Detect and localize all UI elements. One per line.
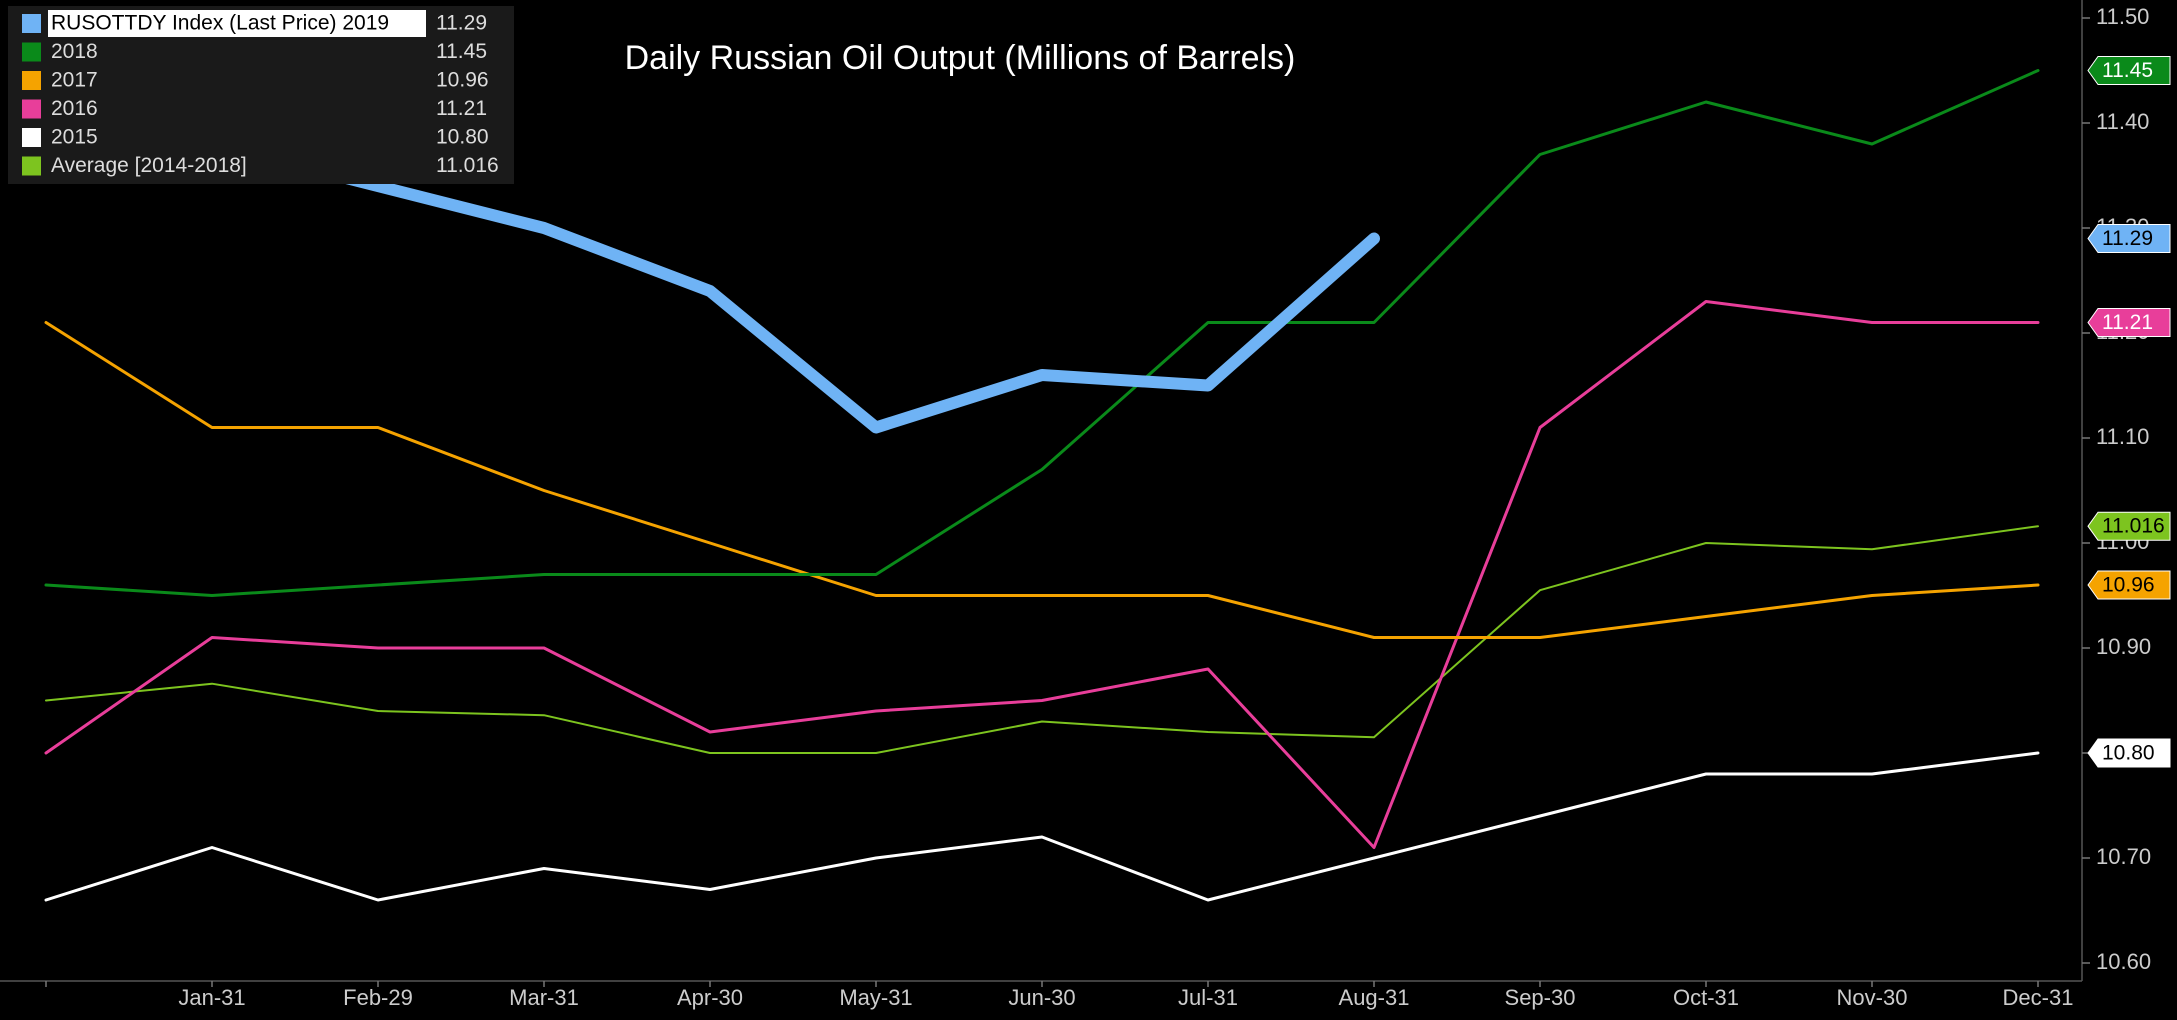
value-tag (2087, 570, 2171, 600)
value-tag (2087, 224, 2171, 253)
x-tick-label: Jun-30 (1008, 985, 1075, 1010)
value-tag (2087, 511, 2171, 541)
legend-value: 10.96 (436, 69, 489, 92)
series-line (44, 69, 2040, 597)
value-tag-label: 11.016 (2102, 515, 2165, 538)
legend-swatch (22, 156, 41, 176)
legend-label: 2015 (51, 126, 98, 149)
legend-swatch (22, 14, 41, 33)
y-tick-label: 11.50 (2096, 4, 2149, 29)
legend-swatch (22, 71, 41, 90)
legend-label: RUSOTTDY Index (Last Price) 2019 (51, 12, 389, 35)
value-tag-label: 10.96 (2102, 574, 2155, 597)
x-tick-label: Mar-31 (509, 985, 579, 1010)
legend-label: 2017 (51, 69, 98, 92)
value-tag (2087, 738, 2171, 768)
x-tick-label: Oct-31 (1673, 985, 1739, 1010)
x-tick-label: Dec-31 (2003, 985, 2074, 1010)
y-tick-label: 10.70 (2096, 844, 2151, 869)
y-tick-label: 10.90 (2096, 634, 2151, 659)
series-line (44, 321, 2040, 639)
series-line (44, 751, 2040, 902)
value-tag-label: 11.21 (2102, 311, 2153, 334)
legend-label: 2018 (51, 40, 98, 63)
x-tick-label: Jul-31 (1178, 985, 1238, 1010)
series-line (45, 525, 2039, 754)
legend-value: 11.29 (436, 12, 487, 35)
x-tick-label: Aug-31 (1339, 985, 1410, 1010)
legend-swatch (22, 99, 41, 119)
legend-label: Average [2014-2018] (51, 154, 247, 177)
x-tick-label: Nov-30 (1837, 985, 1908, 1010)
legend-value: 11.016 (436, 154, 499, 177)
value-tag (2087, 56, 2171, 85)
y-tick-label: 10.60 (2096, 949, 2151, 974)
y-tick-label: 11.10 (2096, 424, 2149, 449)
x-tick-label: Feb-29 (343, 985, 413, 1010)
legend-swatch (22, 128, 41, 147)
legend-swatch (22, 42, 41, 62)
legend-label: 2016 (51, 97, 98, 120)
x-tick-label: Apr-30 (677, 985, 743, 1010)
value-tag (2087, 308, 2171, 337)
chart-title: Daily Russian Oil Output (Millions of Ba… (625, 39, 1296, 77)
legend-value: 10.80 (436, 126, 489, 149)
legend: RUSOTTDY Index (Last Price) 2019 11.29 201… (8, 6, 514, 184)
x-tick-label: Jan-31 (178, 985, 245, 1010)
x-tick-label: Sep-30 (1505, 985, 1576, 1010)
legend-value: 11.45 (436, 40, 487, 63)
value-tag-label: 11.45 (2102, 59, 2153, 82)
x-tick-label: May-31 (839, 985, 912, 1010)
legend-highlight (48, 10, 426, 37)
value-tag-label: 11.29 (2102, 227, 2153, 250)
series-line (44, 300, 2040, 849)
legend-value: 11.21 (436, 97, 487, 120)
value-tag-label: 10.80 (2102, 742, 2155, 765)
y-tick-label: 11.40 (2096, 109, 2149, 134)
